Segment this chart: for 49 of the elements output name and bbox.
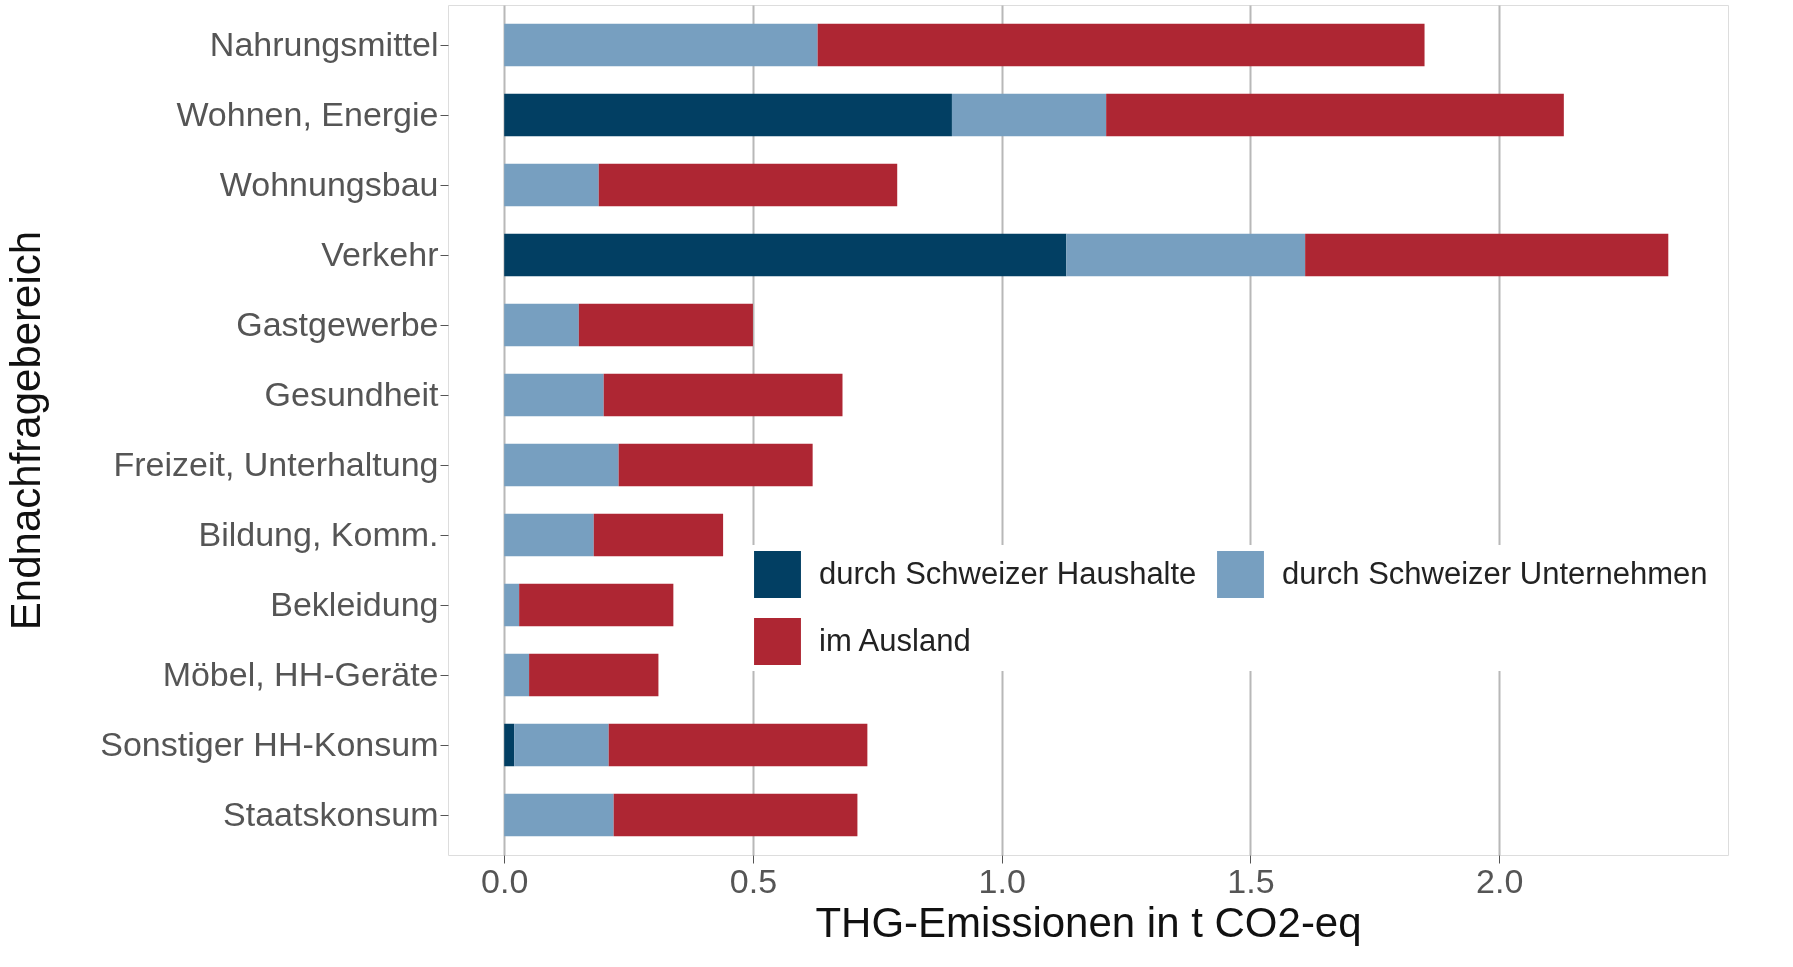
bar	[598, 163, 898, 207]
bar	[504, 583, 520, 627]
x-tick-label: 0.0	[481, 861, 529, 900]
y-tick-label: Wohnungsbau	[219, 164, 439, 203]
x-tick-label: 1.5	[1227, 861, 1275, 900]
bar	[504, 93, 952, 137]
y-tick-label: Bekleidung	[270, 584, 439, 623]
bar	[618, 443, 813, 487]
bar	[613, 793, 858, 837]
bar	[519, 583, 674, 627]
bar	[504, 373, 604, 417]
bar	[504, 723, 515, 767]
bar	[608, 723, 868, 767]
bar	[1106, 93, 1564, 137]
y-tick-label: Wohnen, Energie	[176, 94, 439, 133]
x-tick-label: 0.5	[729, 861, 778, 900]
y-tick-label: Gastgewerbe	[236, 304, 439, 343]
bar	[504, 163, 599, 207]
bar	[504, 513, 594, 557]
bar	[504, 443, 619, 487]
bar	[951, 93, 1107, 137]
y-tick-label: Verkehr	[321, 234, 439, 273]
bar	[578, 303, 753, 347]
y-tick-label: Möbel, HH-Geräte	[162, 654, 439, 693]
x-tick-label: 2.0	[1476, 861, 1524, 900]
y-tick-label: Staatskonsum	[223, 794, 439, 833]
x-tick-label: 1.0	[978, 861, 1026, 900]
bar	[504, 793, 614, 837]
y-tick-label: Freizeit, Unterhaltung	[113, 444, 439, 483]
bar	[1305, 233, 1669, 277]
bar	[504, 233, 1067, 277]
bar	[504, 303, 579, 347]
legend-label: durch Schweizer Haushalte	[819, 555, 1197, 591]
x-axis-title: THG-Emissionen in t CO2-eq	[815, 898, 1362, 946]
y-tick-label: Bildung, Komm.	[198, 514, 439, 553]
bar	[603, 373, 843, 417]
legend-label: durch Schweizer Unternehmen	[1282, 555, 1708, 591]
y-axis-title: Endnachfragebereich	[1, 230, 49, 631]
bar	[817, 23, 1425, 67]
bar	[1066, 233, 1306, 277]
bar	[504, 653, 530, 697]
y-tick-label: Sonstiger HH-Konsum	[100, 724, 439, 763]
bar	[514, 723, 609, 767]
bar	[529, 653, 659, 697]
legend-label: im Ausland	[819, 622, 971, 658]
bar	[593, 513, 724, 557]
bar	[504, 23, 818, 67]
y-tick-label: Nahrungsmittel	[209, 24, 439, 63]
y-tick-label: Gesundheit	[264, 374, 440, 413]
